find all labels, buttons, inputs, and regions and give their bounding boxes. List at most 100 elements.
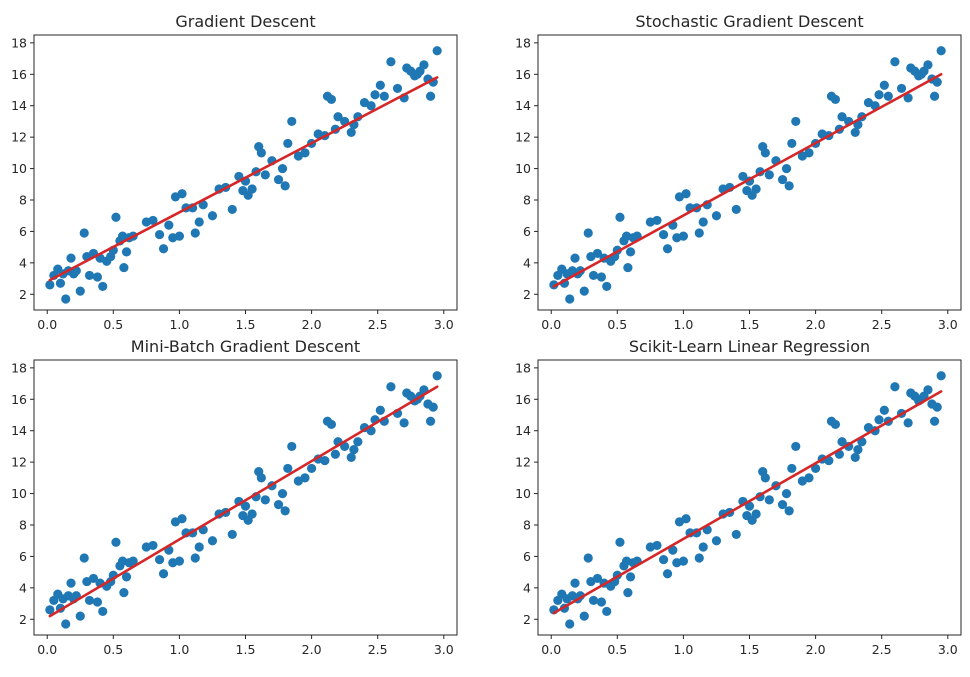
data-point: [781, 163, 792, 174]
data-point: [929, 91, 940, 101]
data-point: [79, 553, 89, 563]
data-point: [668, 545, 678, 555]
data-point: [678, 556, 689, 566]
data-point: [346, 452, 356, 463]
data-point: [731, 204, 741, 215]
data-point: [596, 597, 607, 607]
x-tick-label: 2.0: [806, 317, 826, 332]
data-point: [92, 272, 103, 282]
data-point: [190, 228, 200, 238]
x-tick-label: 0.5: [607, 642, 627, 657]
y-tick-label: 14: [11, 98, 27, 113]
data-point: [711, 536, 722, 546]
x-tick-label: 0.0: [541, 642, 561, 657]
x-tick-label: 1.0: [673, 317, 693, 332]
x-tick-label: 1.5: [236, 317, 256, 332]
data-point: [326, 419, 337, 430]
y-tick-label: 14: [515, 98, 531, 113]
data-point: [392, 83, 403, 94]
data-point: [177, 189, 187, 199]
x-tick-label: 0.5: [103, 642, 123, 657]
data-point: [874, 415, 884, 425]
data-point: [787, 138, 797, 149]
data-point: [66, 578, 76, 588]
data-point: [419, 60, 429, 70]
x-tick-label: 3.0: [938, 642, 958, 657]
y-tick-label: 4: [523, 255, 531, 270]
data-point: [731, 529, 741, 540]
data-point: [804, 148, 814, 158]
data-point: [602, 281, 612, 292]
data-point: [190, 553, 200, 563]
data-point: [929, 416, 940, 426]
regression-line: [552, 390, 943, 615]
y-tick-label: 2: [19, 612, 27, 627]
y-tick-label: 2: [19, 287, 27, 302]
data-point: [652, 540, 662, 551]
data-point: [75, 286, 85, 296]
x-tick-label: 1.0: [673, 642, 693, 657]
data-point: [128, 556, 138, 566]
x-tick-label: 3.0: [434, 317, 454, 332]
data-point: [662, 569, 673, 579]
data-point: [247, 184, 257, 194]
data-point: [227, 204, 237, 215]
data-point: [791, 116, 801, 127]
data-point: [428, 402, 438, 412]
data-point: [588, 270, 599, 281]
data-point: [588, 595, 599, 606]
x-tick-label: 0.0: [541, 317, 561, 332]
data-point: [579, 611, 589, 621]
data-point: [738, 171, 748, 182]
data-point: [283, 138, 293, 149]
data-point: [698, 542, 708, 552]
data-point: [273, 499, 284, 510]
data-point: [903, 93, 913, 103]
data-point: [565, 294, 575, 304]
data-point: [333, 112, 343, 122]
y-tick-label: 18: [515, 35, 531, 50]
y-tick-label: 6: [523, 224, 531, 239]
data-point: [874, 90, 884, 100]
data-point: [75, 611, 85, 621]
data-point: [386, 57, 396, 67]
y-tick-label: 12: [515, 130, 531, 145]
data-point: [92, 597, 103, 607]
data-point: [565, 619, 575, 629]
data-point: [194, 542, 204, 552]
data-point: [326, 94, 337, 105]
data-point: [592, 248, 603, 259]
data-point: [760, 473, 770, 483]
data-point: [399, 418, 409, 428]
data-point: [764, 495, 774, 505]
data-point: [853, 444, 863, 455]
axes-frame: [33, 359, 458, 636]
data-point: [764, 170, 774, 180]
data-point: [247, 509, 257, 519]
x-tick-label: 1.5: [236, 642, 256, 657]
data-point: [256, 148, 266, 158]
data-point: [88, 573, 99, 584]
data-point: [148, 540, 158, 551]
data-point: [425, 416, 436, 426]
y-tick-label: 12: [11, 130, 27, 145]
data-point: [283, 463, 293, 474]
x-tick-label: 1.0: [169, 642, 189, 657]
data-point: [375, 405, 385, 415]
y-tick-label: 2: [523, 612, 531, 627]
data-point: [177, 514, 187, 524]
data-point: [837, 437, 847, 447]
y-tick-label: 4: [19, 580, 27, 595]
data-point: [207, 211, 218, 221]
data-point: [432, 46, 442, 56]
data-point: [625, 247, 636, 257]
data-point: [903, 418, 913, 428]
data-point: [240, 501, 251, 511]
data-point: [615, 537, 625, 547]
data-point: [174, 556, 185, 566]
y-tick-label: 8: [19, 193, 27, 208]
data-point: [330, 449, 340, 459]
data-point: [379, 91, 389, 101]
data-point: [45, 280, 55, 290]
